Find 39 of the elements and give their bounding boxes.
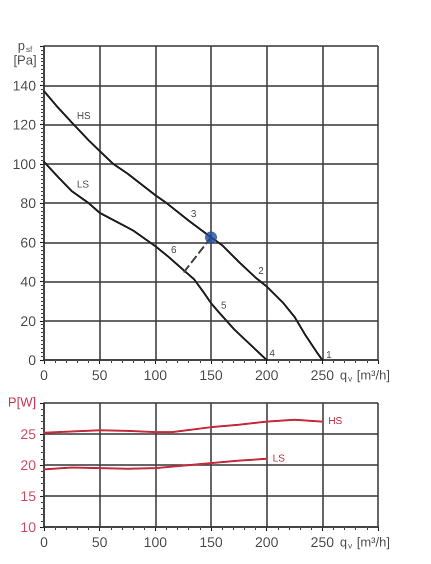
annotation: 1 (326, 350, 332, 361)
y-tick-label: 80 (20, 195, 36, 211)
y-axis-title: P[W] (8, 394, 36, 410)
y-tick-label: 60 (20, 234, 36, 250)
y-tick-label: 20 (20, 312, 36, 329)
series-label: LS (272, 453, 286, 464)
annotation: 2 (258, 266, 264, 278)
annotation: 3 (190, 208, 197, 220)
series-label: HS (76, 111, 92, 122)
y-tick-label: 120 (12, 116, 36, 132)
y-tick-label: 40 (20, 274, 36, 290)
y-tick-label: 100 (12, 156, 36, 172)
line-series (43, 160, 268, 361)
x-tick-label: 250 (310, 534, 334, 550)
x-tick-label: 50 (92, 534, 108, 550)
line-series (43, 90, 324, 361)
series-label: LS (76, 180, 90, 191)
x-tick-label: 150 (199, 534, 223, 550)
y-tick-label: 0 (28, 352, 36, 368)
y-tick-label: 15 (20, 488, 36, 504)
y-tick-label: 140 (12, 77, 36, 94)
annotation: 4 (269, 348, 276, 360)
x-tick-label: 150 (199, 367, 223, 383)
line-series (43, 418, 324, 434)
x-tick-label: 200 (254, 367, 279, 383)
series-label: HS (328, 416, 343, 428)
x-tick-label: 0 (40, 534, 48, 550)
y-tick-label: 10 (20, 519, 36, 535)
x-tick-label: 0 (40, 367, 48, 383)
x-tick-label: 200 (254, 534, 279, 550)
x-tick-label: 250 (310, 367, 334, 383)
y-tick-label: 20 (20, 457, 36, 473)
annotation: 5 (220, 300, 227, 312)
x-tick-label: 100 (144, 534, 168, 550)
x-tick-label: 100 (144, 367, 168, 383)
line-series (43, 458, 268, 470)
x-tick-label: 50 (92, 367, 108, 383)
annotation: 6 (170, 245, 177, 256)
y-tick-label: 25 (20, 426, 36, 442)
